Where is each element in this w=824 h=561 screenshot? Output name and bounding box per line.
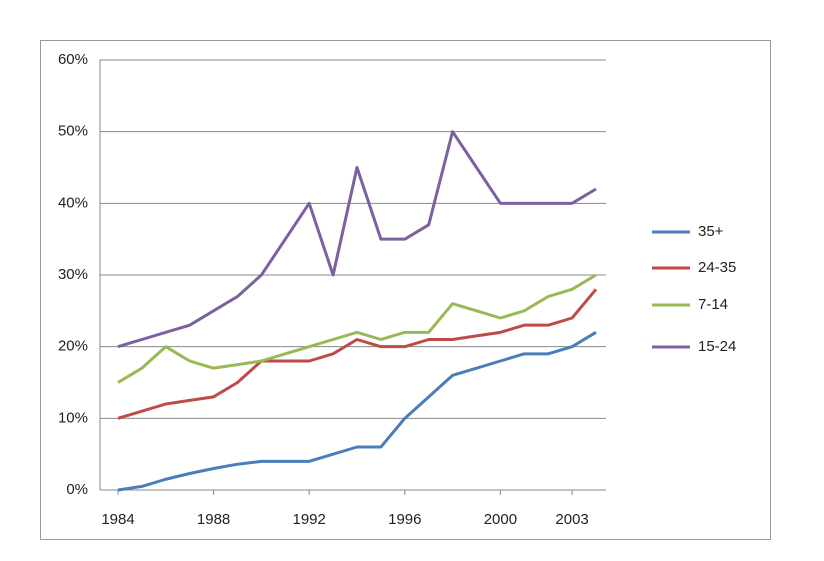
legend-label: 35+ [698, 223, 724, 240]
x-tick-label: 1988 [197, 511, 230, 528]
series-line [117, 288, 598, 420]
y-tick-label: 20% [58, 338, 88, 355]
series-line [117, 331, 597, 492]
y-tick-label: 0% [66, 481, 88, 498]
y-tick-label: 50% [58, 123, 88, 140]
chart-frame [40, 40, 771, 540]
y-tick-label: 60% [58, 51, 88, 68]
legend-label: 24-35 [698, 259, 736, 276]
y-tick-label: 30% [58, 266, 88, 283]
y-tick-label: 40% [58, 194, 88, 211]
x-tick-label: 1996 [388, 511, 421, 528]
series-line [117, 130, 597, 349]
x-tick-label: 1984 [101, 511, 134, 528]
series-line [117, 273, 597, 384]
legend-label: 7-14 [698, 296, 728, 313]
x-tick-label: 2000 [484, 511, 517, 528]
x-tick-label: 1992 [293, 511, 326, 528]
x-tick-label: 2003 [555, 511, 588, 528]
y-tick-label: 10% [58, 409, 88, 426]
legend-label: 15-24 [698, 338, 736, 355]
